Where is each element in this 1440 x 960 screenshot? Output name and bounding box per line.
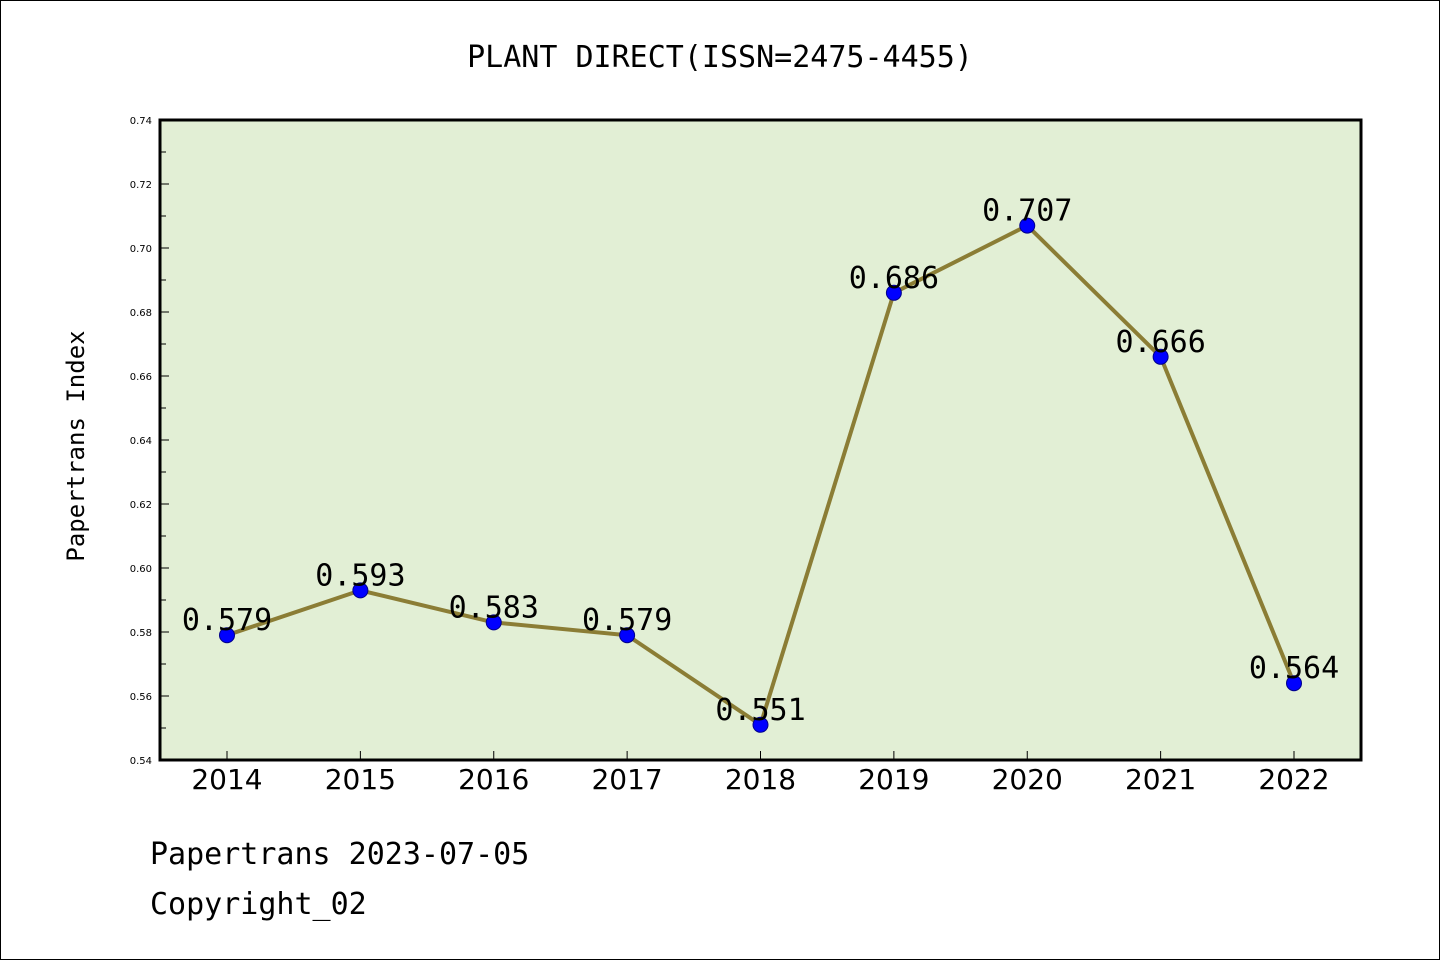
data-point	[1019, 217, 1036, 234]
data-point	[219, 627, 235, 644]
data-label: 0.686	[849, 261, 939, 296]
x-tick-label: 2014	[191, 763, 262, 796]
x-tick-label: 2017	[591, 763, 662, 796]
plot-border	[158, 118, 1363, 762]
plot-area	[160, 120, 1361, 760]
x-tick-label: 2016	[458, 763, 529, 796]
y-axis-label: Papertrans Index	[62, 330, 90, 561]
footer-copyright: Copyright_02	[150, 887, 367, 922]
y-tick-label: 0.66	[130, 372, 152, 383]
data-label: 0.666	[1115, 325, 1205, 360]
y-tick-label: 0.58	[130, 628, 152, 639]
data-point	[1152, 348, 1169, 365]
footer-date: Papertrans 2023-07-05	[150, 837, 529, 872]
data-point	[619, 627, 636, 644]
x-tick-label: 2022	[1258, 763, 1329, 796]
data-point	[485, 614, 502, 631]
y-tick-label: 0.70	[130, 244, 152, 255]
y-tick-label: 0.54	[130, 756, 152, 767]
data-label: 0.579	[182, 603, 272, 638]
data-label: 0.593	[315, 558, 405, 593]
data-label: 0.583	[449, 590, 539, 625]
data-point	[885, 284, 902, 301]
y-tick-label: 0.64	[130, 436, 152, 447]
data-points	[219, 217, 1302, 733]
y-tick-label: 0.72	[130, 180, 152, 191]
y-tick-label: 0.74	[130, 116, 152, 127]
data-label: 0.579	[582, 603, 672, 638]
x-axis: 2014 2015 2016 2017 2018 2019 2020 2021 2022	[191, 751, 1330, 796]
y-tick-label: 0.68	[130, 308, 152, 319]
x-tick-label: 2021	[1125, 763, 1196, 796]
y-axis: 0.54 0.56 0.58 0.60 0.62 0.64 0.66 0.68 0.70 0.72…	[130, 116, 169, 767]
data-label: 0.551	[715, 693, 805, 728]
data-point	[752, 716, 769, 733]
data-point	[352, 582, 369, 599]
data-point	[1286, 675, 1302, 692]
data-label: 0.707	[982, 194, 1072, 229]
data-label: 0.564	[1249, 651, 1339, 686]
x-tick-label: 2020	[992, 763, 1063, 796]
x-tick-label: 2018	[725, 763, 796, 796]
data-labels: 0.579 0.593 0.583 0.579 0.551 0.686 0.707 0.666…	[182, 194, 1339, 728]
y-tick-label: 0.60	[130, 564, 152, 575]
y-tick-label: 0.62	[130, 500, 152, 511]
x-tick-label: 2015	[325, 763, 396, 796]
y-tick-label: 0.56	[130, 692, 152, 703]
chart-title: PLANT DIRECT(ISSN=2475-4455)	[467, 40, 973, 75]
x-tick-label: 2019	[858, 763, 929, 796]
